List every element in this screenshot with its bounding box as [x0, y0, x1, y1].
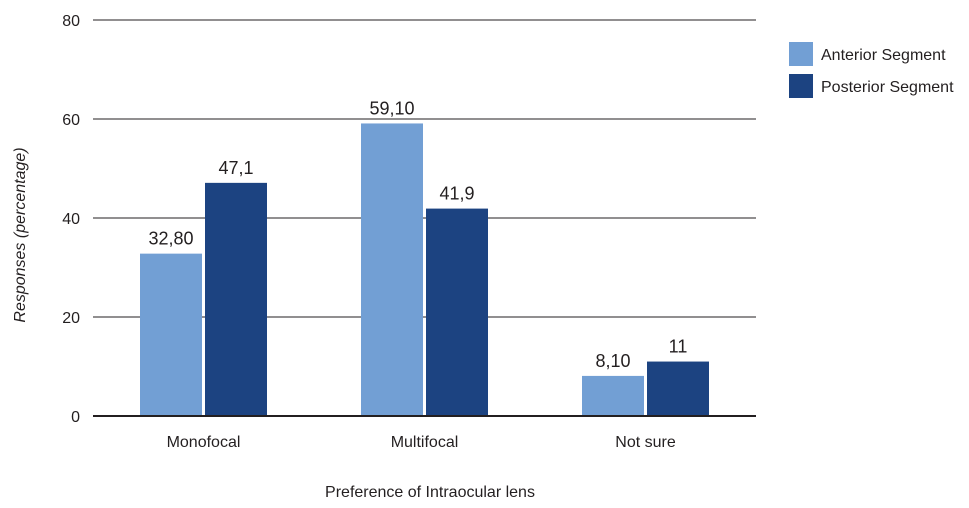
y-tick-label: 40 [62, 211, 80, 228]
bar [582, 375, 644, 416]
bar [140, 253, 202, 416]
data-label: 41,9 [439, 184, 474, 204]
y-tick-label: 60 [62, 112, 80, 129]
data-label: 59,10 [369, 98, 414, 118]
data-label: 11 [669, 337, 688, 357]
bar [361, 123, 423, 416]
data-label: 32,80 [148, 229, 193, 249]
data-labels: 32,80 47,1 59,10 41,9 8,10 11 [148, 98, 687, 370]
legend: Anterior Segment Posterior Segment [789, 42, 954, 98]
legend-label: Posterior Segment [821, 79, 954, 96]
data-label: 47,1 [218, 158, 253, 178]
bar [205, 182, 267, 416]
bars [140, 123, 709, 416]
x-tick-label: Not sure [615, 434, 676, 451]
data-label: 8,10 [595, 351, 630, 371]
legend-label: Anterior Segment [821, 47, 946, 64]
x-axis-title: Preference of Intraocular lens [325, 484, 535, 501]
bar [426, 208, 488, 416]
y-axis-ticks: 0 20 40 60 80 [62, 13, 80, 426]
x-tick-label: Monofocal [167, 434, 241, 451]
y-axis-title: Responses (percentage) [12, 147, 29, 322]
legend-swatch [789, 42, 813, 66]
y-tick-label: 0 [71, 409, 80, 426]
y-tick-label: 80 [62, 13, 80, 30]
legend-swatch [789, 74, 813, 98]
x-axis-ticks: Monofocal Multifocal Not sure [167, 434, 676, 451]
bar [647, 361, 709, 416]
x-tick-label: Multifocal [391, 434, 459, 451]
y-tick-label: 20 [62, 310, 80, 327]
gridlines [93, 19, 756, 318]
